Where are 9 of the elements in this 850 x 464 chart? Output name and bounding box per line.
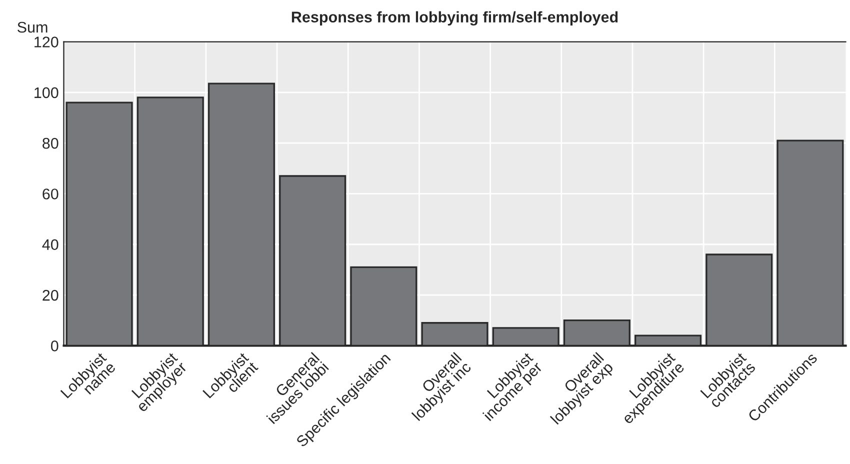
y-tick-label: 120 xyxy=(34,36,58,48)
chart-title: Responses from lobbying firm/self-employed xyxy=(292,11,618,26)
y-tick-label: 80 xyxy=(42,138,58,149)
y-tick-label: 20 xyxy=(42,290,58,301)
y-tick-label: 40 xyxy=(42,239,58,250)
y-tick-label: 60 xyxy=(42,188,58,200)
y-tick-label: 0 xyxy=(50,340,58,352)
y-tick-label: 100 xyxy=(34,87,58,98)
y-axis-title: Sum xyxy=(18,22,48,33)
